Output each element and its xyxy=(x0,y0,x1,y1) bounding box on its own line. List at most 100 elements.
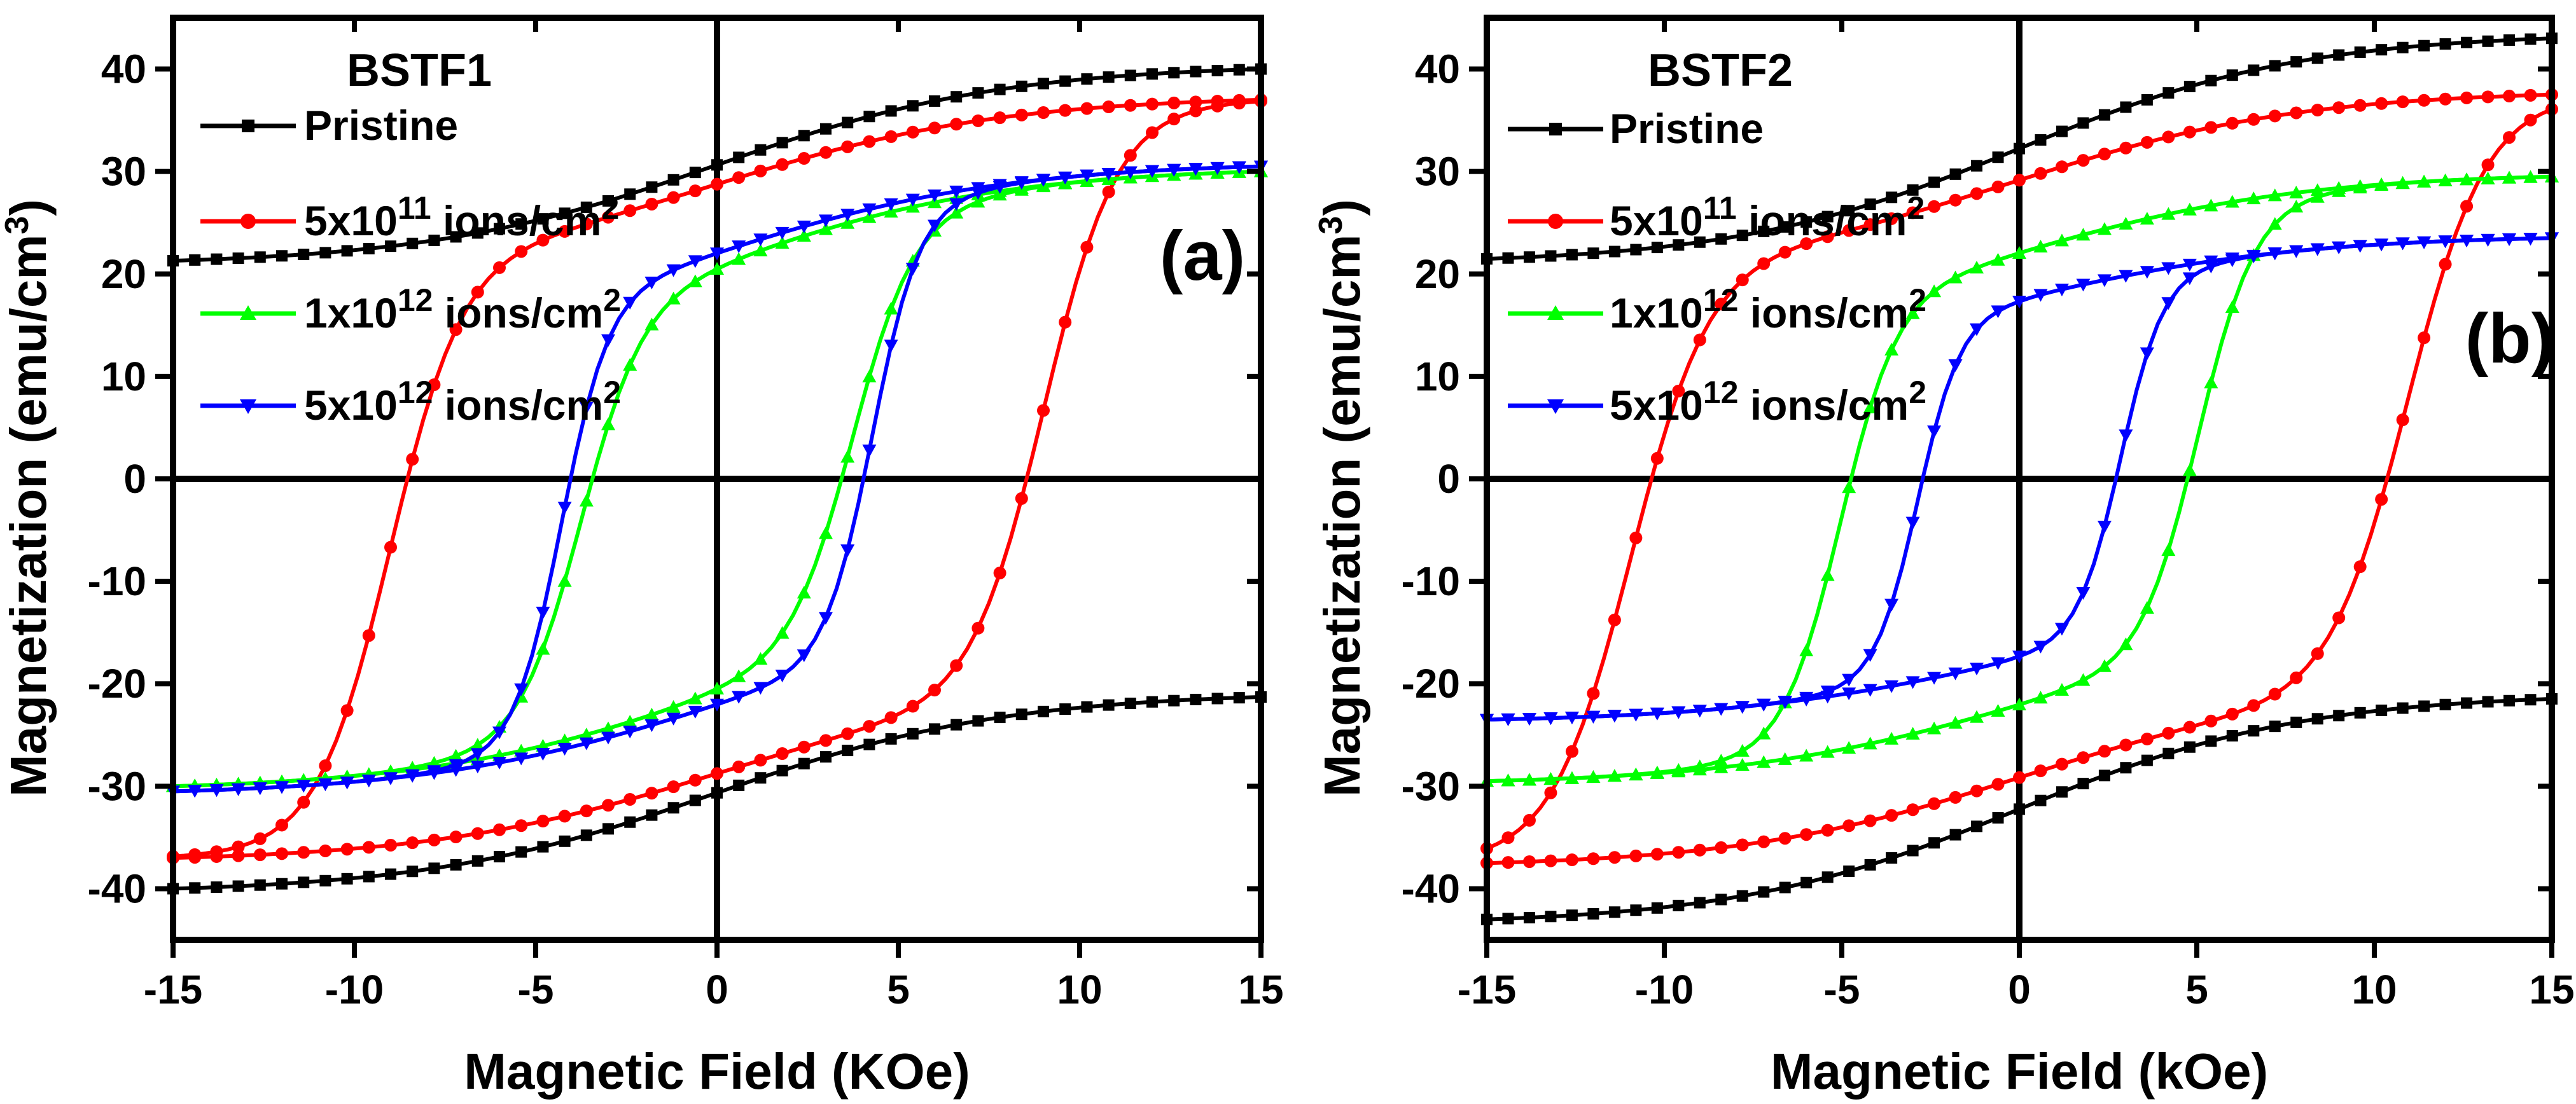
data-marker xyxy=(1949,168,1961,180)
data-marker xyxy=(559,835,571,847)
data-marker xyxy=(667,780,680,794)
data-marker xyxy=(189,882,201,894)
data-marker xyxy=(2482,696,2494,708)
data-marker xyxy=(275,818,288,832)
data-marker xyxy=(1971,820,1983,832)
data-marker xyxy=(515,846,527,858)
data-marker xyxy=(1502,252,1514,264)
data-marker xyxy=(1232,161,1246,174)
data-marker xyxy=(1799,644,1814,657)
data-marker xyxy=(797,229,811,242)
data-marker xyxy=(1800,216,1813,228)
legend-label: 1x1012 ions/cm2 xyxy=(304,282,621,336)
data-marker xyxy=(1630,244,1642,256)
data-marker xyxy=(1884,680,1899,693)
data-marker xyxy=(2268,109,2281,123)
data-marker xyxy=(2417,236,2432,249)
data-marker xyxy=(2524,33,2537,45)
x-tick-label: -10 xyxy=(325,967,384,1012)
series-2 xyxy=(1480,169,2559,787)
data-marker xyxy=(384,541,397,554)
data-marker xyxy=(1821,210,1834,223)
data-marker xyxy=(841,727,854,740)
data-marker xyxy=(362,841,375,854)
data-marker xyxy=(2248,64,2260,76)
data-marker xyxy=(646,809,658,821)
data-marker xyxy=(2333,49,2345,61)
data-marker xyxy=(1991,704,2005,717)
x-tick-label: -5 xyxy=(1824,967,1860,1012)
data-marker xyxy=(2290,106,2303,120)
data-marker xyxy=(2183,81,2196,93)
data-marker xyxy=(1587,852,1600,866)
data-marker xyxy=(1821,824,1834,837)
data-marker xyxy=(1123,166,1138,179)
data-marker xyxy=(1671,764,1686,778)
data-marker xyxy=(1101,168,1116,181)
data-marker xyxy=(2034,167,2047,180)
data-marker xyxy=(319,874,331,887)
data-marker xyxy=(2439,38,2451,50)
data-marker xyxy=(2290,56,2302,68)
data-marker xyxy=(840,209,855,222)
data-marker xyxy=(688,255,702,268)
data-marker xyxy=(601,731,615,745)
data-marker xyxy=(2225,116,2239,130)
data-marker xyxy=(1522,813,1536,827)
data-marker xyxy=(558,224,571,238)
data-marker xyxy=(1608,906,1620,918)
data-marker xyxy=(1586,710,1601,724)
data-marker xyxy=(1949,829,1961,841)
data-marker xyxy=(1757,755,1771,768)
data-marker xyxy=(189,254,201,266)
data-marker xyxy=(2460,91,2474,104)
data-marker xyxy=(753,682,768,695)
data-marker xyxy=(2332,611,2346,624)
data-marker xyxy=(557,574,572,587)
data-marker xyxy=(776,137,788,149)
data-marker xyxy=(2246,250,2261,263)
y-tick-label: 40 xyxy=(1415,46,1460,92)
data-marker xyxy=(340,843,354,856)
data-marker xyxy=(1146,97,1159,111)
data-marker xyxy=(2098,148,2111,161)
data-marker xyxy=(732,669,746,682)
data-marker xyxy=(1081,73,1093,85)
data-marker xyxy=(797,220,811,233)
data-marker xyxy=(536,606,550,619)
legend-title: BSTF2 xyxy=(1648,45,1793,96)
data-marker xyxy=(753,233,768,247)
data-marker xyxy=(820,751,832,763)
data-marker xyxy=(209,784,224,797)
data-marker xyxy=(1905,726,1920,740)
data-marker xyxy=(2481,233,2495,247)
data-marker xyxy=(1842,673,1856,687)
data-marker xyxy=(2182,258,2197,272)
data-marker xyxy=(623,357,637,371)
data-marker xyxy=(1167,96,1181,109)
data-marker xyxy=(2056,125,2068,137)
data-marker xyxy=(1863,218,1877,231)
data-marker xyxy=(558,810,571,823)
data-marker xyxy=(1715,298,1728,311)
data-marker xyxy=(2502,233,2517,246)
data-marker xyxy=(2353,240,2367,253)
data-marker xyxy=(1081,701,1093,713)
data-marker xyxy=(2012,245,2026,259)
data-marker xyxy=(906,125,919,139)
data-marker xyxy=(515,218,527,230)
data-marker xyxy=(514,752,529,766)
data-marker xyxy=(1650,707,1664,721)
data-marker xyxy=(950,659,963,672)
data-marker xyxy=(2438,235,2453,249)
data-marker xyxy=(1565,745,1578,758)
data-marker xyxy=(733,151,745,163)
data-marker xyxy=(2376,44,2388,56)
data-marker xyxy=(1863,736,1877,750)
data-marker xyxy=(623,714,637,728)
data-marker xyxy=(2140,347,2154,361)
data-marker xyxy=(971,114,985,127)
data-marker xyxy=(1758,886,1770,898)
data-marker xyxy=(1124,698,1136,710)
data-marker xyxy=(753,244,768,257)
